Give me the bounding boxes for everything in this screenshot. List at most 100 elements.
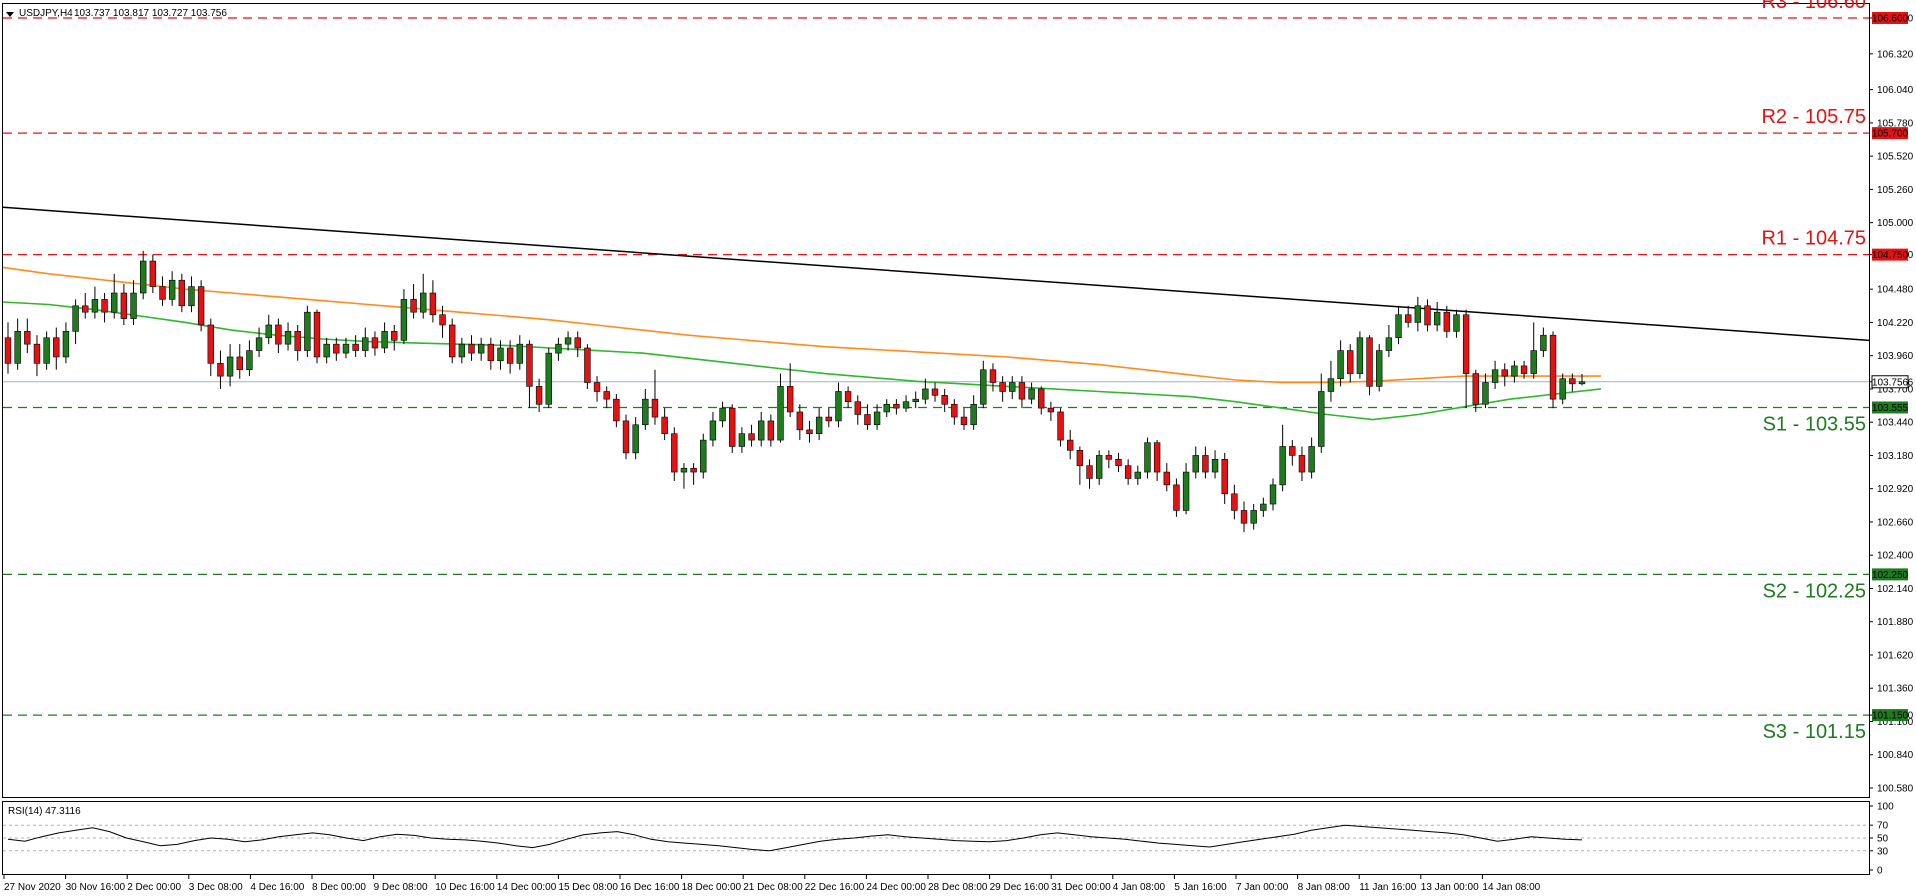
level-tag-text-4: 102.250 <box>1872 570 1909 581</box>
candle-body-45 <box>439 314 446 326</box>
candle-body-125 <box>1211 458 1219 473</box>
candle-body-1 <box>14 331 21 364</box>
rsi-tick-label-1: 70 <box>1877 821 1889 832</box>
candle-body-87 <box>844 391 852 403</box>
level-label-4: S2 - 102.25 <box>1763 580 1866 602</box>
time-tick-label-11: 18 Dec 00:00 <box>682 882 742 893</box>
candle-body-140 <box>1356 337 1364 374</box>
level-tag-box-4 <box>1872 568 1908 581</box>
candle-body-66 <box>642 398 649 426</box>
candle-body-21 <box>207 324 214 364</box>
candle-body-112 <box>1086 465 1093 479</box>
candle-body-4 <box>43 337 50 364</box>
candle-body-128 <box>1240 510 1248 524</box>
candle-body-22 <box>217 363 224 377</box>
candle-body-49 <box>477 343 485 354</box>
candle-body-152 <box>1472 373 1479 405</box>
candle-body-131 <box>1269 484 1277 505</box>
candle-body-79 <box>767 420 775 441</box>
candle-body-23 <box>226 356 234 377</box>
candle-body-26 <box>255 337 263 351</box>
time-tick-label-13: 22 Dec 16:00 <box>805 882 865 893</box>
candle-body-159 <box>1540 334 1547 351</box>
candle-body-64 <box>622 420 630 454</box>
candle-body-141 <box>1366 337 1373 387</box>
level-tag-box-1 <box>1872 127 1908 140</box>
candle-body-158 <box>1530 350 1537 374</box>
time-tick-label-6: 9 Dec 08:00 <box>374 882 428 893</box>
candle-body-29 <box>284 331 292 345</box>
candle-body-150 <box>1453 314 1460 332</box>
candle-body-161 <box>1559 378 1566 400</box>
candle-body-39 <box>381 331 388 349</box>
rsi-tick-label-0: 100 <box>1877 802 1894 813</box>
candle-body-2 <box>24 331 31 345</box>
candle-body-65 <box>632 424 639 454</box>
candle-body-76 <box>738 433 746 447</box>
candle-body-83 <box>806 429 813 434</box>
candle-body-154 <box>1491 369 1499 383</box>
time-tick-label-17: 31 Dec 00:00 <box>1051 882 1111 893</box>
time-tick-label-21: 8 Jan 08:00 <box>1298 882 1351 893</box>
candle-body-71 <box>690 467 697 473</box>
candle-body-145 <box>1404 314 1412 323</box>
candle-body-98 <box>951 403 958 418</box>
candle-body-62 <box>603 391 610 400</box>
price-tick-label-4: 105.520 <box>1877 152 1914 163</box>
price-tick-label-16: 102.660 <box>1877 517 1914 528</box>
candle-body-118 <box>1144 442 1151 473</box>
candle-body-52 <box>506 347 514 364</box>
candle-body-51 <box>497 347 504 362</box>
level-labels-layer: R3 - 106.60 R2 - 105.75 R1 - 104.75 S1 - 10… <box>1761 0 1866 743</box>
candle-body-42 <box>410 299 417 313</box>
price-tick-label-17: 102.400 <box>1877 551 1914 562</box>
time-tick-label-4: 4 Dec 16:00 <box>250 882 304 893</box>
candle-body-133 <box>1289 446 1296 456</box>
candle-body-72 <box>700 439 707 473</box>
time-tick-label-22: 11 Jan 16:00 <box>1359 882 1417 893</box>
candle-body-28 <box>275 324 282 345</box>
candle-body-40 <box>391 331 398 341</box>
candle-body-157 <box>1520 365 1528 374</box>
candle-body-109 <box>1057 411 1064 441</box>
level-label-3: S1 - 103.55 <box>1763 413 1866 435</box>
price-tick-label-21: 101.360 <box>1877 684 1914 695</box>
time-tick-label-23: 13 Jan 00:00 <box>1421 882 1479 893</box>
candle-body-46 <box>448 324 456 358</box>
candle-body-70 <box>680 467 688 473</box>
price-tick-label-19: 101.880 <box>1877 617 1914 628</box>
price-tick-label-10: 103.960 <box>1877 351 1914 362</box>
candle-body-84 <box>815 416 823 434</box>
collapse-triangle-icon[interactable] <box>6 12 14 17</box>
time-axis-layer: 27 Nov 2020 30 Nov 16:00 2 Dec 00:00 3 Dec … <box>3 875 1541 893</box>
time-tick-label-14: 24 Dec 00:00 <box>866 882 926 893</box>
rsi-tick-label-2: 50 <box>1877 834 1889 845</box>
candle-body-10 <box>101 299 108 313</box>
price-tick-label-3: 105.780 <box>1877 118 1914 129</box>
time-tick-label-3: 3 Dec 08:00 <box>189 882 243 893</box>
candle-body-91 <box>883 403 890 413</box>
candle-body-103 <box>999 382 1006 392</box>
price-tick-label-6: 105.000 <box>1877 218 1914 229</box>
rsi-line <box>7 824 1583 852</box>
candle-body-7 <box>72 305 79 332</box>
candle-body-155 <box>1501 369 1508 377</box>
candle-body-78 <box>758 420 765 441</box>
candle-body-139 <box>1347 350 1354 374</box>
rsi-readout: RSI(14) 47.3116 <box>8 806 81 817</box>
candle-body-163 <box>1578 381 1586 385</box>
time-tick-label-19: 5 Jan 16:00 <box>1174 882 1227 893</box>
candle-body-148 <box>1433 311 1441 326</box>
time-tick-label-1: 30 Nov 16:00 <box>66 882 126 893</box>
candle-body-31 <box>304 311 311 351</box>
candle-body-121 <box>1173 484 1180 511</box>
candle-body-37 <box>362 337 369 351</box>
candle-body-12 <box>120 292 128 319</box>
candle-body-80 <box>777 386 784 441</box>
candle-body-137 <box>1327 378 1335 392</box>
time-tick-label-10: 16 Dec 16:00 <box>620 882 680 893</box>
candle-body-85 <box>825 416 832 422</box>
candle-body-69 <box>671 433 678 473</box>
candle-body-41 <box>400 299 408 341</box>
